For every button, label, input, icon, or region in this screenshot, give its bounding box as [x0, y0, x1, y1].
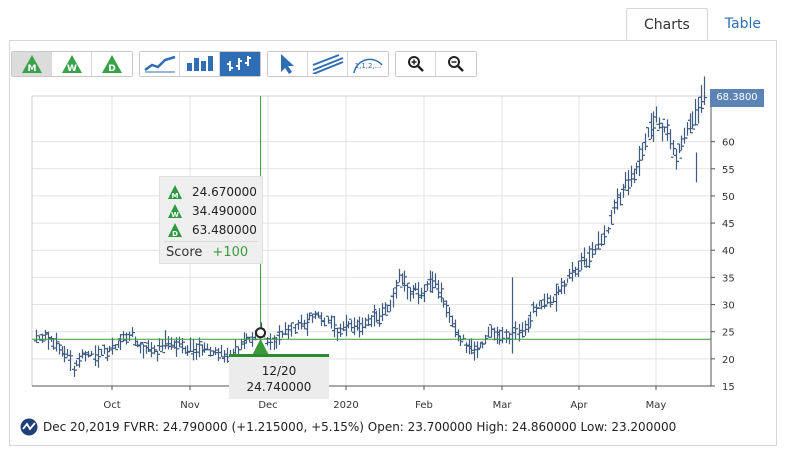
weekly-rating-icon: W: [61, 55, 82, 74]
y-tick-label: 40: [722, 246, 735, 257]
x-tick-label: May: [646, 400, 667, 411]
y-tick-label: 60: [722, 138, 735, 149]
svg-text:1,1,2,...: 1,1,2,...: [355, 62, 382, 70]
monthly-rating-value: 24.670000: [192, 185, 257, 199]
last-price-tag: 68.3800: [710, 89, 764, 107]
monthly-rating-icon: M: [168, 185, 182, 199]
fibonacci-icon: 1,1,2,...: [353, 58, 383, 74]
svg-text:D: D: [108, 64, 115, 74]
zoom-in-icon: [407, 56, 424, 72]
line-chart-button[interactable]: [140, 52, 180, 76]
footer-quote-text: Dec 20,2019 FVRR: 24.790000 (+1.215000, …: [43, 420, 677, 434]
tooltip-row-weekly: W 34.490000: [168, 202, 257, 220]
y-tick-label: 50: [722, 192, 735, 203]
x-tick-label: Oct: [103, 400, 120, 411]
crosshair-point: [255, 327, 267, 339]
y-tick-label: 45: [722, 219, 735, 230]
y-tick-label: 30: [722, 301, 735, 312]
y-tick-label: 55: [722, 165, 735, 176]
daily-rating-icon: D: [102, 55, 122, 74]
tooltip-divider: [164, 241, 258, 242]
daily-rating-icon: D: [168, 223, 182, 237]
footer-quote: Dec 20,2019 FVRR: 24.790000 (+1.215000, …: [20, 417, 676, 437]
fibonacci-tool-button[interactable]: 1,1,2,...: [348, 52, 388, 76]
chart-type-button-group: [139, 51, 261, 77]
score-label: Score: [166, 245, 203, 260]
rating-tooltip: M 24.670000 W 34.490000 D 63.480000 Scor…: [159, 176, 263, 264]
x-tick-label: Feb: [415, 400, 433, 411]
trend-line-icon: [312, 54, 343, 74]
crosshair-price: 24.740000: [246, 380, 312, 394]
y-tick-label: 25: [722, 328, 735, 339]
monthly-button[interactable]: M: [12, 52, 52, 76]
y-tick-label: 15: [722, 382, 735, 393]
chart-panel: [9, 40, 777, 446]
ohlc-chart-button[interactable]: [220, 52, 260, 76]
daily-rating-value: 63.480000: [192, 223, 257, 237]
zoom-out-button[interactable]: [436, 52, 476, 76]
score-value: +100: [212, 245, 249, 260]
tab-charts[interactable]: Charts: [626, 8, 708, 40]
tab-table[interactable]: Table: [724, 16, 761, 32]
cursor-arrow-icon: [280, 54, 294, 74]
period-button-group: M W D: [11, 51, 133, 77]
x-tick-label: Dec: [258, 400, 277, 411]
daily-button[interactable]: D: [92, 52, 132, 76]
zoom-out-icon: [448, 56, 464, 72]
svg-text:M: M: [172, 192, 179, 199]
y-tick-label: 35: [722, 273, 735, 284]
zoom-button-group: [395, 51, 477, 77]
rating-marker-icon: [252, 338, 269, 355]
crosshair-label: 12/20 24.740000: [229, 354, 329, 399]
line-chart-icon: [143, 55, 175, 73]
weekly-button[interactable]: W: [52, 52, 92, 76]
tooltip-score: Score +100: [166, 245, 248, 260]
drawing-tool-button-group: 1,1,2,...: [267, 51, 389, 77]
trend-line-tool-button[interactable]: [308, 52, 348, 76]
x-tick-label: Mar: [493, 400, 513, 411]
crosshair-date: 12/20: [261, 364, 297, 378]
x-tick-label: Apr: [570, 400, 588, 411]
bar-chart-button[interactable]: [180, 52, 220, 76]
tooltip-row-daily: D 63.480000: [168, 221, 257, 239]
crosshair-label-bar: [229, 354, 329, 357]
brand-logo-icon: [20, 418, 38, 436]
svg-text:D: D: [172, 230, 178, 237]
tooltip-row-monthly: M 24.670000: [168, 183, 257, 201]
svg-text:M: M: [27, 64, 36, 74]
x-tick-label: Nov: [180, 400, 200, 411]
monthly-rating-icon: M: [21, 55, 42, 74]
y-tick-label: 20: [722, 355, 735, 366]
pointer-tool-button[interactable]: [268, 52, 308, 76]
bar-chart-icon: [186, 56, 213, 71]
ohlc-chart-icon: [227, 56, 251, 71]
x-tick-label: 2020: [333, 400, 358, 411]
weekly-rating-value: 34.490000: [192, 204, 257, 218]
zoom-in-button[interactable]: [396, 52, 436, 76]
svg-text:W: W: [171, 211, 179, 218]
svg-text:W: W: [67, 64, 77, 74]
view-tabs: Charts Table: [626, 8, 778, 40]
weekly-rating-icon: W: [168, 204, 182, 218]
